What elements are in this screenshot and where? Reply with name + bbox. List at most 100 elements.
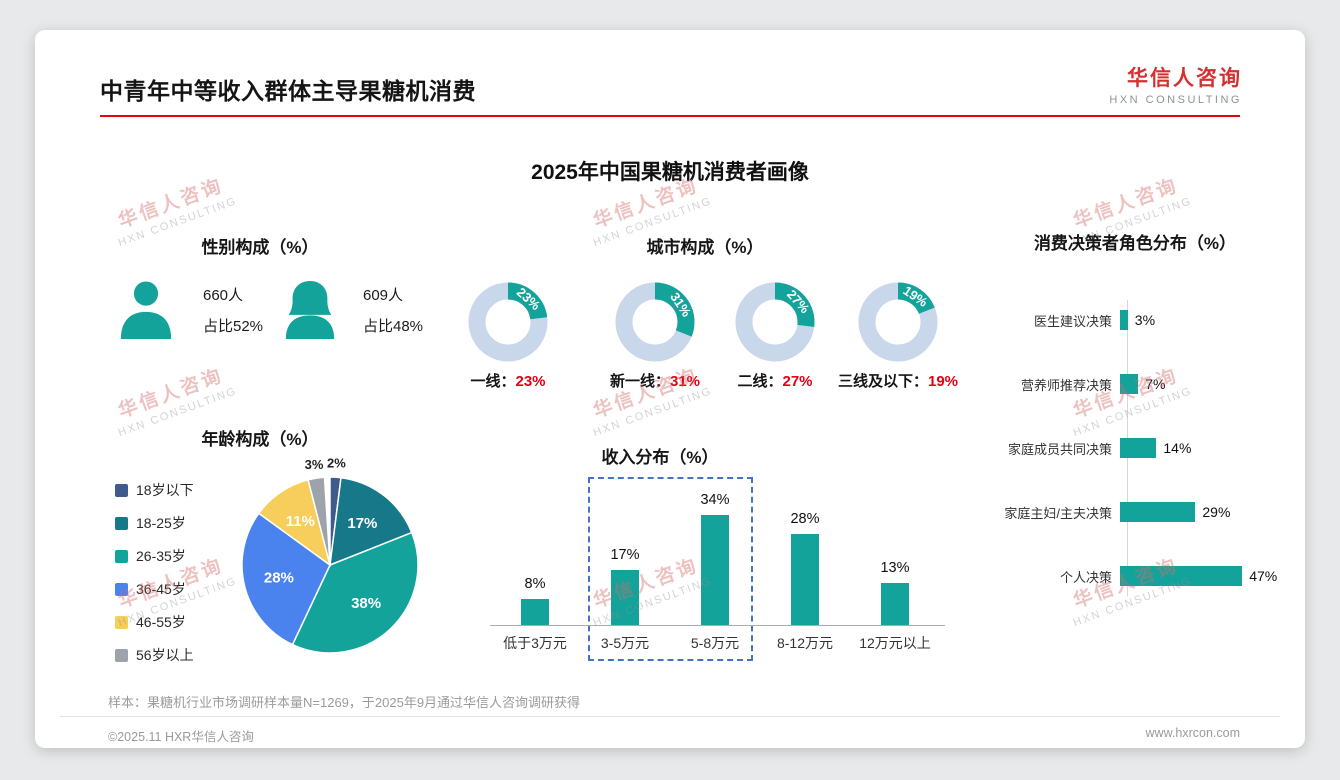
income-category-label: 12万元以上 [859,635,931,651]
income-bar-chart: 8% 低于3万元 17% 3-5万元 34% 5-8万元 28% 8-12万元 13% 12万元以… [475,470,985,685]
male-stats: 660人 占比52% [203,280,263,342]
legend-label: 56岁以上 [136,647,194,663]
donut-label-name: 二线： [737,373,783,390]
pie-slice-26-35岁 [291,531,419,654]
donut-arc [858,282,938,362]
legend-swatch [115,483,128,497]
legend-item: 18岁以下 [115,480,255,500]
pie-value-label: 3% [305,457,324,472]
female-share: 占比48% [363,318,424,335]
income-bar [791,534,819,625]
age-pie-chart: 2% 17% 38% 28% 11% 3% [241,456,419,654]
income-category-label: 3-5万元 [600,635,650,651]
income-category-label: 5-8万元 [690,635,740,651]
city-donut-二线: 27% 二线：27% [733,280,817,400]
legend-swatch [115,615,128,629]
income-value-label: 13% [880,559,910,576]
footer-divider [60,716,1280,717]
donut-label-value: 27% [782,373,813,390]
logo-text-en: HXN CONSULTING [1109,94,1242,106]
donut-label: 新一线：31% [610,370,700,391]
city-donut-一线: 23% 一线：23% [466,280,550,400]
decision-bar [1120,310,1128,330]
income-value-label: 8% [524,576,546,593]
city-donut-新一线: 31% 新一线：31% [610,280,700,400]
decision-bar [1120,502,1196,522]
donut-label: 一线：23% [470,370,545,391]
income-bar [611,570,639,625]
pie-value-label: 17% [347,515,377,532]
decision-category-label: 家庭成员共同决策 [1007,441,1112,457]
pie-slice-56岁以上 [307,476,331,566]
legend-label: 36-45岁 [136,581,186,597]
legend-item: 36-45岁 [115,579,255,599]
income-highlight-box [588,477,753,661]
section-title-decision: 消费决策者角色分布（%） [1033,234,1237,253]
legend-item: 56岁以上 [115,645,255,665]
chart-main-title: 2025年中国果糖机消费者画像 [531,161,809,184]
donut-label-name: 一线： [470,373,516,390]
pie-value-label: 11% [286,513,315,530]
slide-card: 中青年中等收入群体主导果糖机消费 华信人咨询 HXN CONSULTING 20… [35,30,1305,748]
pie-slice-36-45岁 [241,512,331,646]
legend-item: 26-35岁 [115,546,255,566]
decision-value-label: 29% [1202,504,1231,520]
pie-slice-18-25岁 [329,476,413,567]
income-category-label: 低于3万元 [503,635,567,651]
title-underline [100,115,1240,117]
donut-arc [468,282,548,362]
legend-item: 18-25岁 [115,513,255,533]
donut-label-value: 23% [515,373,546,390]
sample-note: 样本：果糖机行业市场调研样本量N=1269，于2025年9月通过华信人咨询调研获… [108,695,581,710]
income-bar [881,582,909,625]
legend-swatch [115,516,128,530]
section-title-gender: 性别构成（%） [201,238,319,257]
decision-value-label: 3% [1134,312,1156,328]
decision-row: 营养师推荐决策 7% [980,370,1305,398]
pie-value-label: 2% [327,456,346,471]
decision-bar [1120,438,1157,458]
income-axis [490,625,945,626]
decision-bar [1120,374,1139,394]
income-category-label: 8-12万元 [776,635,834,651]
legend-swatch [115,582,128,596]
age-legend: 18岁以下 18-25岁 26-35岁 36-45岁 46-55岁 56岁以上 [115,480,255,665]
donut-arc [735,282,815,362]
pie-value-label: 38% [351,595,381,612]
city-donut-charts: 23% 一线：23% 31% 新一线：31% 27% 二线：27% 19% 三线及以下：19% [35,280,1305,405]
legend-label: 46-55岁 [136,614,186,630]
decision-row: 家庭成员共同决策 14% [980,434,1305,462]
donut-chart: 27% [735,282,815,362]
page-title: 中青年中等收入群体主导果糖机消费 [100,78,476,104]
legend-swatch [115,549,128,563]
income-bar [521,599,549,625]
legend-item: 46-55岁 [115,612,255,632]
donut-label-value: 19% [927,373,959,390]
donut-chart: 31% [615,282,695,362]
section-title-city: 城市构成（%） [646,238,764,257]
donut-label-name: 新一线： [609,373,670,390]
income-value-label: 17% [610,547,640,563]
decision-row: 医生建议决策 3% [980,306,1305,334]
pie-value-label: 28% [264,570,294,587]
donut-label-name: 三线及以下： [837,373,928,390]
decision-bar-chart: 医生建议决策 3% 营养师推荐决策 7% 家庭成员共同决策 14% 家庭主妇/主夫决策 29%… [980,300,1305,626]
footer-copyright: ©2025.11 HXR华信人咨询 [108,730,254,744]
donut-chart: 19% [858,282,938,362]
income-value-label: 34% [700,492,730,508]
income-bar [701,515,729,625]
male-count: 660人 [203,287,244,304]
decision-category-label: 医生建议决策 [1033,313,1112,329]
legend-swatch [115,648,128,662]
decision-value-label: 14% [1163,440,1192,456]
decision-category-label: 个人决策 [1059,569,1112,585]
decision-category-label: 营养师推荐决策 [1020,377,1112,393]
donut-label: 三线及以下：19% [838,370,958,391]
decision-row: 家庭主妇/主夫决策 29% [980,498,1305,526]
legend-label: 18-25岁 [136,515,186,531]
footer-website: www.hxrcon.com [1145,726,1240,740]
section-title-age: 年龄构成（%） [201,430,319,449]
decision-bar [1120,566,1243,586]
decision-row: 个人决策 47% [980,562,1305,590]
